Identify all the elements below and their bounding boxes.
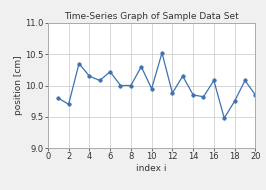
X-axis label: index i: index i [136, 164, 167, 173]
Y-axis label: position [cm]: position [cm] [14, 56, 23, 115]
Title: Time-Series Graph of Sample Data Set: Time-Series Graph of Sample Data Set [64, 12, 239, 21]
